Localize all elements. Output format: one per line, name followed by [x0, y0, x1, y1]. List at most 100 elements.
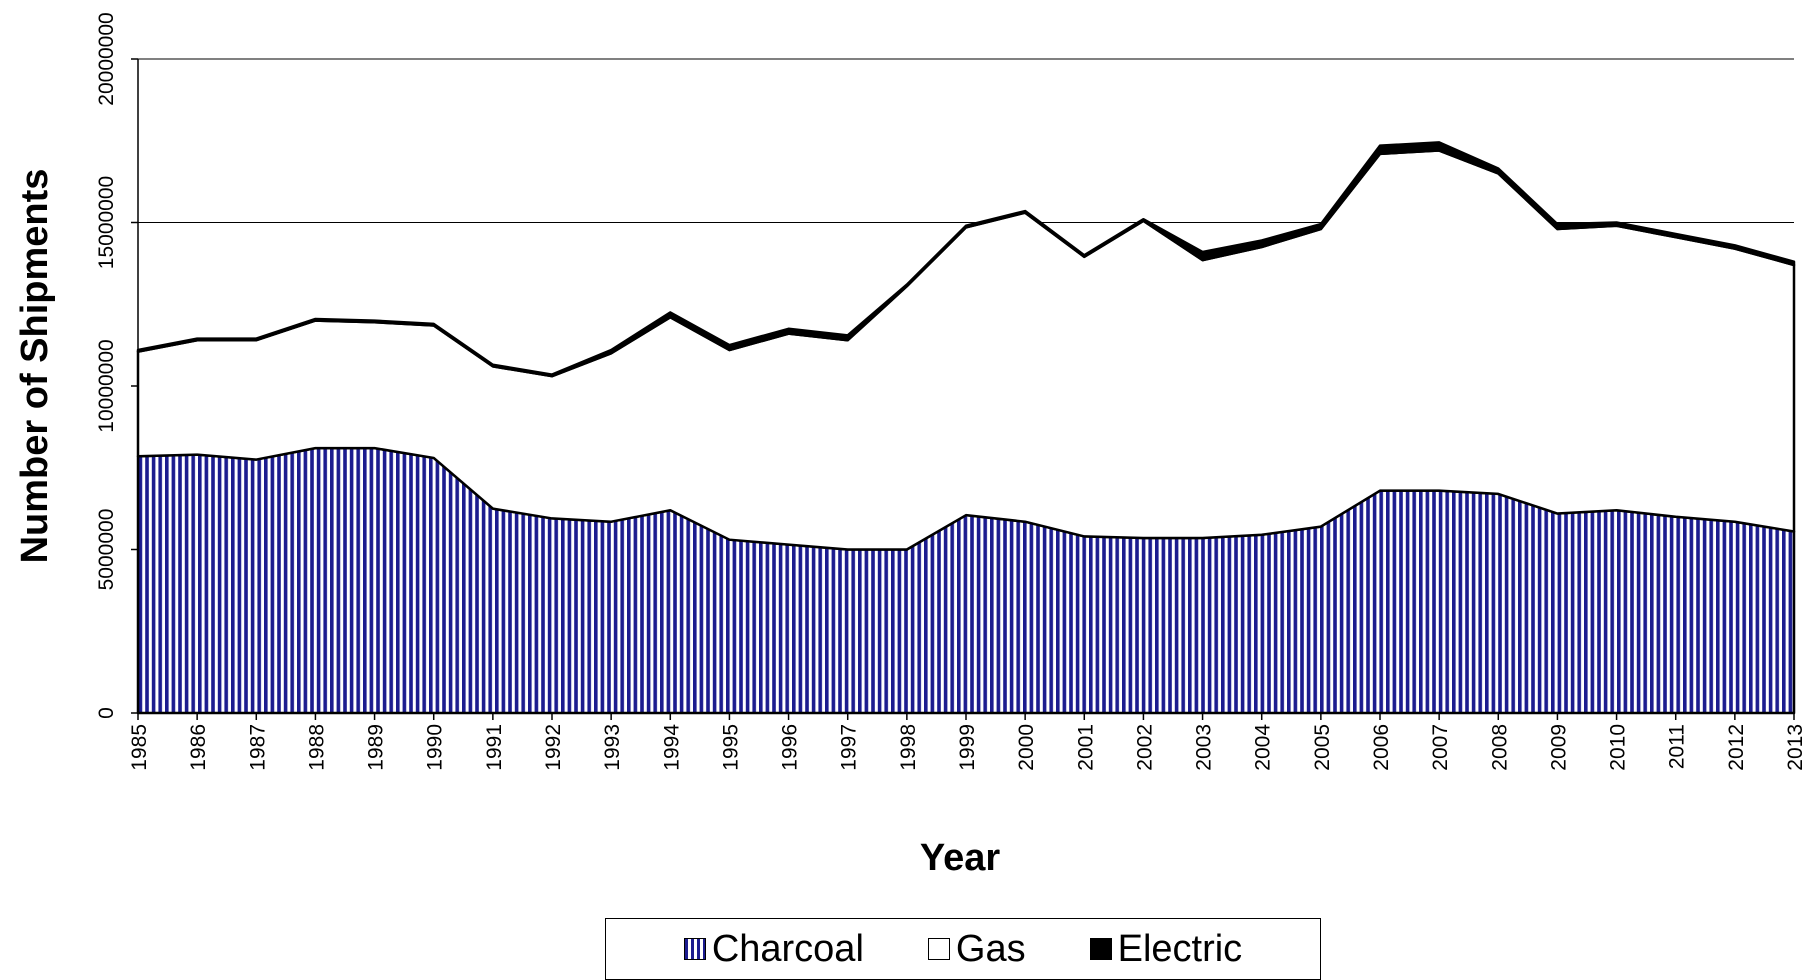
point-electric-2012: [1734, 245, 1736, 247]
y-tick-label-1: 5000000: [95, 509, 118, 591]
point-charcoal-1995: [729, 539, 731, 541]
x-tick-label-2002: 2002: [1133, 724, 1156, 771]
point-electric-1992: [551, 374, 553, 376]
point-gas-1996: [788, 333, 790, 335]
point-electric-2001: [1083, 254, 1085, 256]
point-charcoal-2000: [1024, 521, 1026, 523]
x-tick-label-1988: 1988: [305, 724, 328, 771]
y-tick-label-2: 10000000: [95, 339, 118, 432]
legend-label-charcoal: Charcoal: [711, 928, 864, 970]
point-charcoal-2013: [1793, 531, 1795, 533]
point-electric-1997: [847, 335, 849, 337]
point-gas-2003: [1202, 259, 1204, 261]
point-charcoal-1991: [492, 508, 494, 510]
legend-label-electric: Electric: [1117, 928, 1243, 970]
x-tick-label-1991: 1991: [483, 724, 506, 771]
point-gas-2009: [1557, 228, 1559, 230]
point-gas-1988: [315, 320, 317, 322]
point-electric-1995: [729, 344, 731, 346]
gas-swatch-icon: [927, 938, 950, 960]
x-tick-label-2013: 2013: [1784, 724, 1807, 771]
legend-item-gas: Gas: [927, 930, 1026, 968]
x-tick-label-2007: 2007: [1429, 724, 1452, 771]
x-tick-label-1985: 1985: [128, 724, 151, 771]
x-tick-label-2001: 2001: [1074, 724, 1097, 771]
point-charcoal-1999: [965, 514, 967, 516]
point-electric-1996: [788, 328, 790, 330]
point-charcoal-2011: [1675, 516, 1677, 518]
electric-swatch-icon: [1089, 938, 1112, 960]
point-gas-2012: [1734, 248, 1736, 250]
x-tick-label-1998: 1998: [897, 724, 920, 771]
x-tick-label-2011: 2011: [1666, 724, 1689, 769]
point-gas-2004: [1261, 246, 1263, 248]
charcoal-swatch-icon: [683, 938, 706, 960]
point-gas-2006: [1379, 153, 1381, 155]
point-electric-2009: [1557, 223, 1559, 225]
point-electric-1987: [255, 338, 257, 340]
point-electric-2010: [1616, 222, 1618, 224]
point-charcoal-2012: [1734, 521, 1736, 523]
point-charcoal-1990: [433, 457, 435, 459]
point-charcoal-2009: [1557, 513, 1559, 515]
point-charcoal-1992: [551, 518, 553, 520]
point-charcoal-2005: [1320, 526, 1322, 528]
x-tick-label-1999: 1999: [956, 724, 979, 771]
point-gas-1998: [906, 285, 908, 287]
point-charcoal-1989: [374, 447, 376, 449]
y-axis-title: Number of Shipments: [14, 169, 56, 564]
point-charcoal-1993: [610, 521, 612, 523]
x-tick-label-1987: 1987: [246, 724, 269, 771]
point-gas-1993: [610, 353, 612, 355]
point-gas-2008: [1497, 173, 1499, 175]
point-electric-2008: [1497, 168, 1499, 170]
x-tick-label-2012: 2012: [1725, 724, 1748, 771]
point-electric-2002: [1143, 218, 1145, 220]
y-tick-label-3: 15000000: [95, 176, 118, 269]
point-electric-2003: [1202, 251, 1204, 253]
x-tick-label-1990: 1990: [424, 724, 447, 771]
point-charcoal-1997: [847, 549, 849, 551]
point-charcoal-1988: [315, 447, 317, 449]
point-gas-2001: [1083, 256, 1085, 258]
point-charcoal-2006: [1379, 490, 1381, 492]
x-tick-label-2005: 2005: [1311, 724, 1334, 771]
point-charcoal-1987: [255, 459, 257, 461]
point-gas-2013: [1793, 264, 1795, 266]
point-charcoal-2008: [1497, 493, 1499, 495]
x-tick-label-2003: 2003: [1193, 724, 1216, 771]
point-gas-2007: [1438, 150, 1440, 152]
point-gas-2000: [1024, 212, 1026, 214]
point-electric-1994: [669, 312, 671, 314]
x-tick-label-1993: 1993: [601, 724, 624, 771]
point-charcoal-1986: [196, 454, 198, 456]
x-tick-label-1997: 1997: [838, 724, 861, 771]
area-electric: [136, 141, 1796, 378]
point-gas-2002: [1143, 220, 1145, 222]
point-charcoal-1994: [669, 509, 671, 511]
point-electric-1988: [315, 318, 317, 320]
axes: [131, 58, 1795, 720]
point-gas-1994: [669, 317, 671, 319]
point-gas-1990: [433, 325, 435, 327]
point-charcoal-2002: [1143, 537, 1145, 539]
x-tick-label-1996: 1996: [779, 724, 802, 771]
x-tick-label-2008: 2008: [1488, 724, 1511, 771]
point-electric-2007: [1438, 142, 1440, 144]
x-tick-labels: 1985 1986 1987 1988 1989 1990 1991 1992 1993 1994…: [128, 724, 1807, 771]
legend: Charcoal Gas Electric: [605, 918, 1321, 980]
point-charcoal-1996: [788, 544, 790, 546]
point-gas-1986: [196, 339, 198, 341]
point-gas-2005: [1320, 228, 1322, 230]
point-charcoal-2007: [1438, 490, 1440, 492]
point-electric-1989: [374, 320, 376, 322]
x-tick-label-1989: 1989: [365, 724, 388, 771]
point-gas-1999: [965, 227, 967, 229]
point-electric-2013: [1793, 261, 1795, 263]
point-charcoal-2004: [1261, 534, 1263, 536]
point-gas-1992: [551, 375, 553, 377]
point-electric-2004: [1261, 240, 1263, 242]
x-tick-label-2000: 2000: [1015, 724, 1038, 771]
point-gas-1995: [729, 349, 731, 351]
